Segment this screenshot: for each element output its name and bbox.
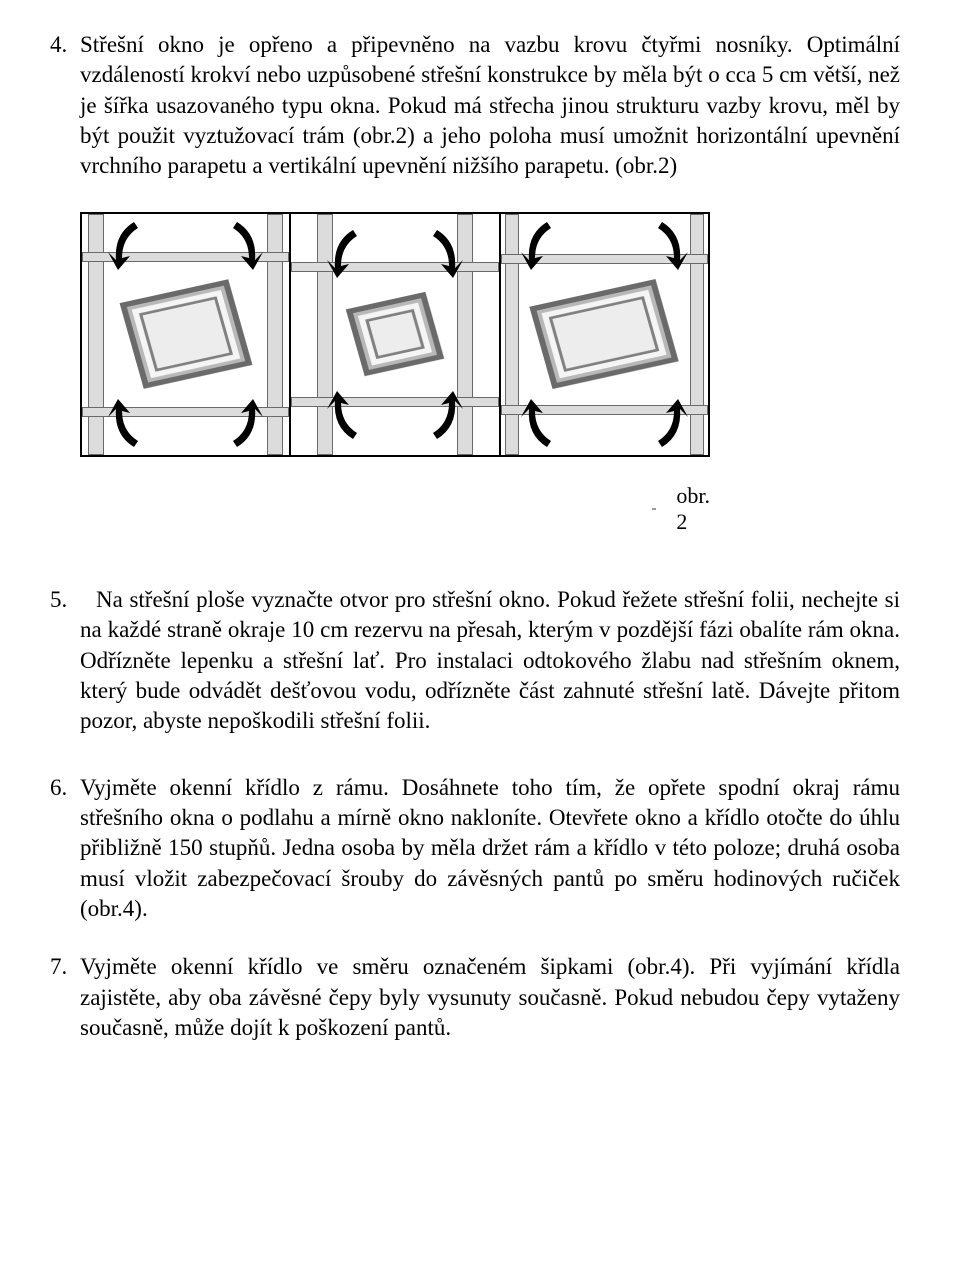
list-text: Na střešní ploše vyznačte otvor pro stře… [80,585,900,737]
figure-panel-1 [82,214,291,455]
list-number: 5. [50,585,80,737]
list-number: 7. [50,952,80,1043]
list-number: 4. [50,30,80,182]
caption-dash [652,508,656,510]
figure-2: obr. 2 [80,212,710,535]
list-text: Vyjměte okenní křídlo ve směru označeném… [80,952,900,1043]
list-number: 6. [50,773,80,925]
list-item-6: 6. Vyjměte okenní křídlo z rámu. Dosáhne… [50,773,900,925]
list-item-4: 4. Střešní okno je opřeno a připevněno n… [50,30,900,182]
figure-frame [80,212,710,457]
list-text: Střešní okno je opřeno a připevněno na v… [80,30,900,182]
list-text: Vyjměte okenní křídlo z rámu. Dosáhnete … [80,773,900,925]
figure-panel-3 [501,214,708,455]
figure-panel-2 [291,214,500,455]
list-item-5: 5. Na střešní ploše vyznačte otvor pro s… [50,585,900,737]
list-item-7: 7. Vyjměte okenní křídlo ve směru označe… [50,952,900,1043]
figure-caption: obr. 2 [676,483,710,535]
figure-caption-row: obr. 2 [80,483,710,535]
